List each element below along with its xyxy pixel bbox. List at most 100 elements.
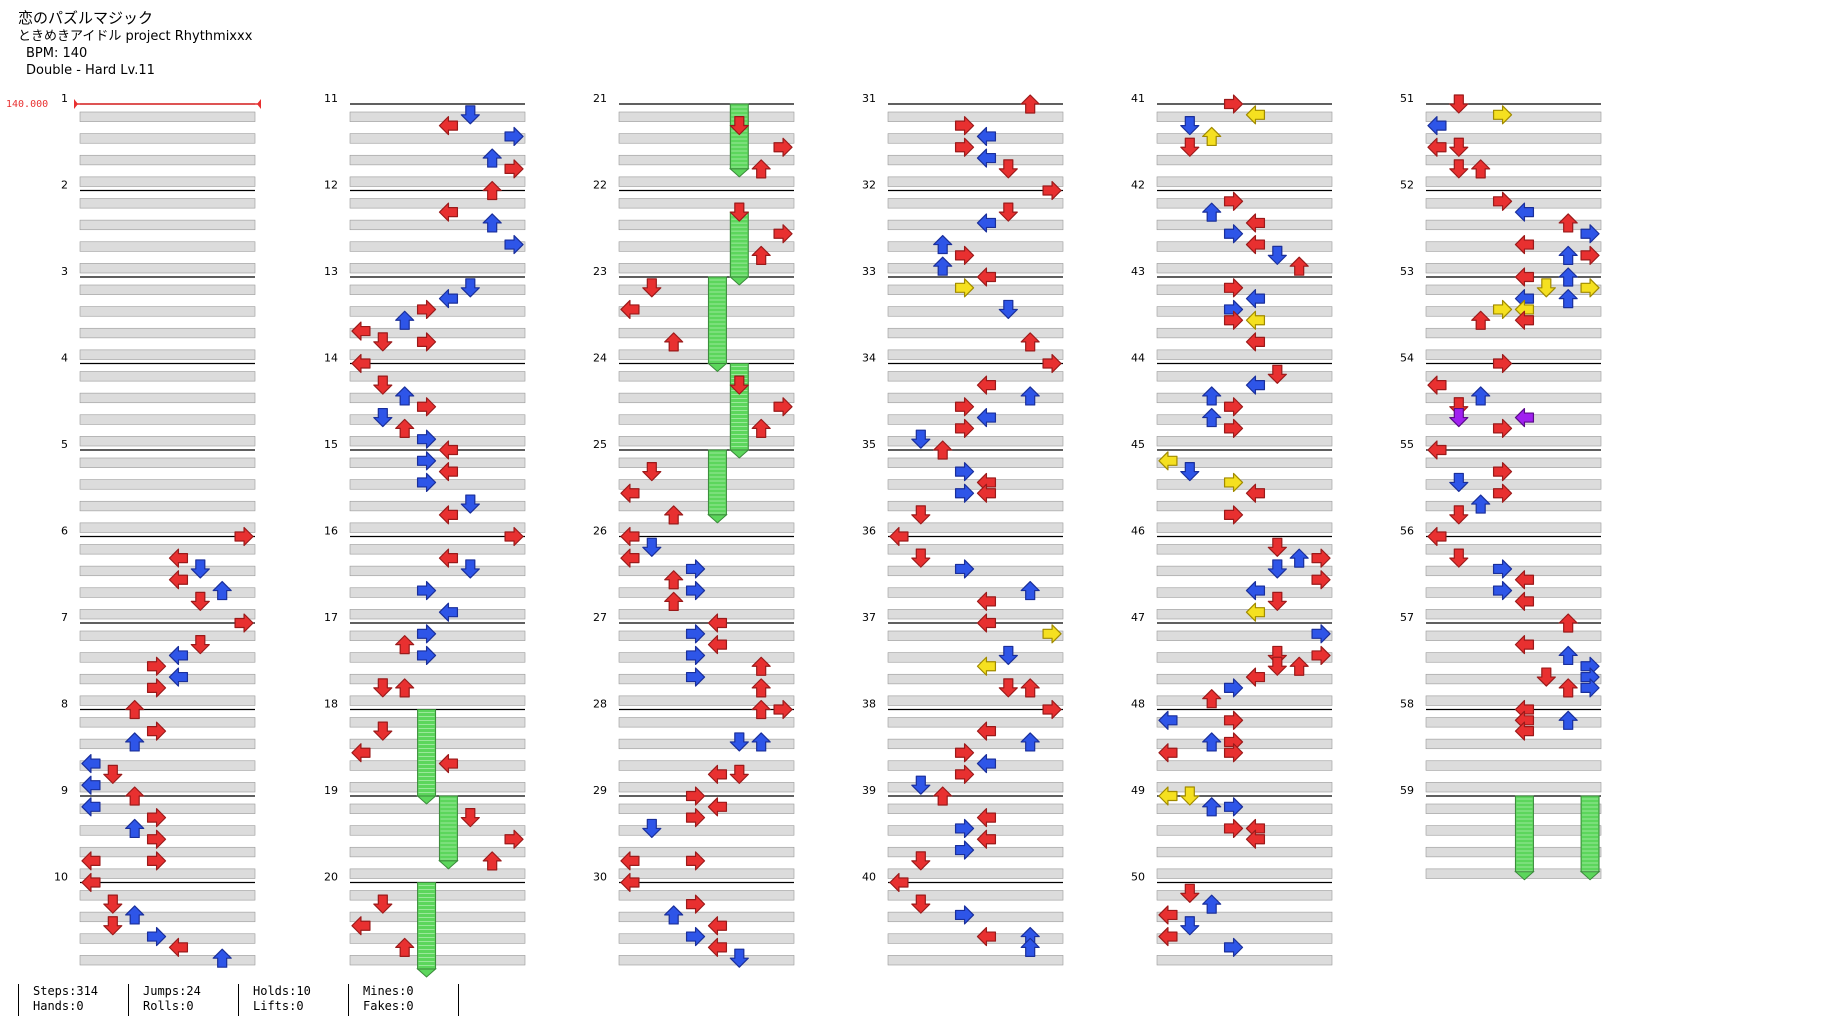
beat-band (1156, 911, 1333, 923)
arrow-note-left (1514, 635, 1535, 655)
arrow-note-right (1492, 580, 1513, 601)
arrow-shape (1449, 548, 1469, 568)
measure-number: 37 (862, 611, 876, 624)
beat-band (1156, 782, 1333, 793)
arrow-shape (1289, 656, 1309, 676)
hold-note (1514, 795, 1535, 881)
arrow-shape (620, 299, 640, 320)
arrow-note-down (373, 332, 393, 352)
measure-39: 39 (862, 784, 1064, 879)
measure-number: 33 (862, 265, 876, 278)
bpm-marker-label: 140.000 (6, 99, 48, 110)
beat-band (349, 846, 526, 858)
arrow-note-right (416, 645, 437, 666)
arrow-shape (1311, 624, 1331, 644)
arrow-note-down (911, 894, 931, 914)
measure-4: 4 (61, 352, 256, 447)
arrow-shape (504, 829, 524, 849)
arrow-shape (1158, 743, 1178, 763)
arrow-shape (1202, 797, 1222, 817)
arrow-note-right (234, 613, 254, 633)
arrow-shape (1427, 440, 1447, 460)
arrow-note-right (954, 397, 975, 417)
arrow-shape (954, 905, 975, 925)
beat-band (1425, 630, 1602, 641)
beat-band (79, 219, 256, 231)
hold-tail (438, 860, 459, 870)
beat-band (79, 371, 256, 382)
beat-band (1156, 500, 1333, 512)
arrow-note-left (620, 483, 640, 503)
arrow-note-right (1311, 624, 1331, 644)
arrow-shape (103, 894, 123, 914)
beat-band (887, 241, 1064, 252)
beat-band (79, 868, 256, 879)
hold-note (416, 709, 437, 805)
beat-band (1156, 717, 1333, 728)
arrow-shape (1180, 137, 1200, 157)
arrow-note-up (125, 699, 145, 720)
beat-band (887, 955, 1064, 966)
beat-band (887, 673, 1064, 685)
arrow-note-down (1180, 916, 1200, 936)
arrow-note-down (1180, 462, 1200, 482)
arrow-note-up (1020, 732, 1040, 752)
arrow-shape (416, 472, 437, 493)
beat-band (349, 544, 526, 555)
beat-band (79, 284, 256, 295)
beat-band (1156, 609, 1333, 620)
arrow-note-right (954, 905, 975, 925)
beat-band (79, 782, 256, 793)
arrow-note-left (1245, 310, 1266, 330)
beat-band (887, 890, 1064, 901)
arrow-shape (685, 808, 706, 828)
arrow-note-down (1449, 472, 1469, 493)
arrow-note-up (1202, 797, 1222, 817)
beat-band (618, 911, 795, 923)
arrow-note-up (1558, 613, 1578, 633)
arrow-note-right (1492, 105, 1513, 125)
measure-1: 1 (61, 92, 256, 187)
beat-band (887, 479, 1064, 490)
arrow-shape (933, 440, 953, 460)
arrow-note-up (751, 245, 771, 265)
arrow-note-up (1289, 656, 1309, 676)
beat-band (349, 349, 526, 360)
arrow-shape (1245, 310, 1266, 330)
arrow-note-left (81, 872, 101, 893)
arrow-shape (1449, 472, 1469, 493)
beat-band (349, 911, 526, 923)
beat-band (79, 673, 256, 685)
arrow-shape (642, 278, 662, 298)
arrow-shape (976, 148, 997, 168)
arrow-shape (664, 505, 684, 525)
arrow-shape (729, 375, 749, 395)
measure-55: 55 (1400, 438, 1602, 533)
measure-number: 51 (1400, 92, 1414, 105)
arrow-note-right (954, 764, 975, 784)
beat-band (887, 803, 1064, 814)
beat-band (79, 198, 256, 209)
beat-band (1425, 500, 1602, 512)
arrow-note-right (1580, 245, 1600, 265)
arrow-shape (1223, 310, 1244, 330)
song-header: 恋のパズルマジック ときめきアイドル project Rhythmixxx BP… (18, 8, 252, 79)
beat-band (79, 803, 256, 814)
arrow-shape (1427, 137, 1447, 157)
hold-tail (707, 363, 728, 373)
measure-number: 26 (593, 525, 607, 538)
beat-band (1156, 825, 1333, 836)
measure-49: 49 (1131, 784, 1333, 879)
beat-band (1425, 154, 1602, 166)
beat-band (618, 825, 795, 836)
beat-band (79, 111, 256, 122)
measure-46: 46 (1131, 525, 1333, 620)
arrow-note-left (168, 570, 189, 590)
beat-band (349, 652, 526, 663)
arrow-shape (1311, 548, 1331, 568)
arrow-shape (1267, 364, 1287, 384)
measure-34: 34 (862, 352, 1064, 447)
beat-band (1425, 544, 1602, 555)
measure-58: 58 (1400, 698, 1602, 793)
arrow-shape (976, 829, 997, 849)
